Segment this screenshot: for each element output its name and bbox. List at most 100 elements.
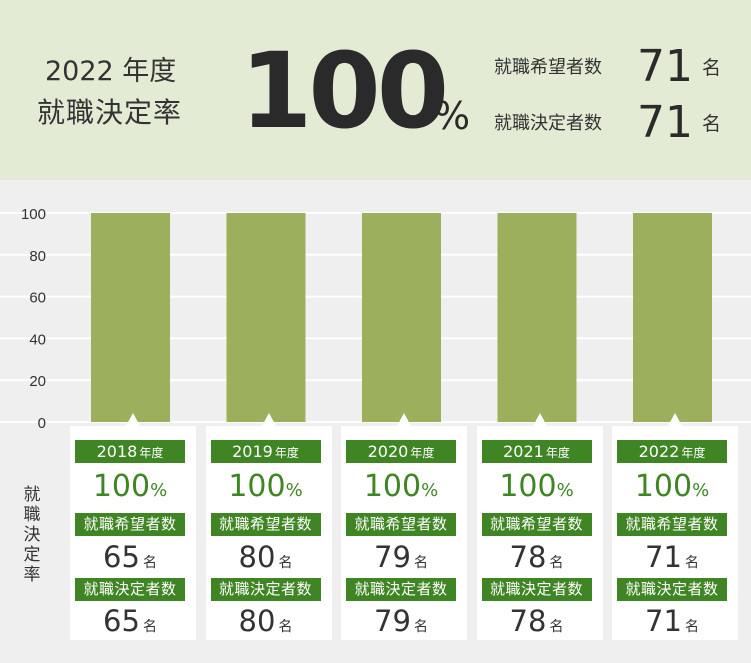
- card-year-unit: 年度: [681, 446, 706, 460]
- summary-year: 2022 年度: [45, 56, 177, 87]
- bar-2018: [91, 213, 170, 422]
- card-rate-unit: %: [421, 480, 439, 501]
- card-placed: 78 名: [477, 604, 597, 644]
- card-applicants-unit: 名: [549, 555, 564, 571]
- card-applicants-label: 就職希望者数: [346, 513, 456, 536]
- card-applicants-value: 79: [374, 540, 411, 574]
- summary-applicants-label: 就職希望者数: [494, 57, 602, 78]
- card-pointer: [261, 413, 276, 426]
- card-placed: 65 名: [70, 604, 190, 644]
- year-card: 2021 年度 100% 就職希望者数 78 名就職決定者数 78 名: [476, 413, 603, 640]
- y-tick-label: 80: [29, 248, 46, 265]
- y-tick-label: 60: [29, 290, 46, 307]
- card-placed-unit: 名: [549, 619, 564, 635]
- card-placed-label: 就職決定者数: [75, 578, 185, 601]
- summary-applicants-value: 71: [637, 41, 693, 92]
- card-applicants-label: 就職希望者数: [210, 513, 321, 536]
- summary-applicants-unit: 名: [702, 57, 722, 79]
- bar-2019: [226, 213, 306, 422]
- card-rate-unit: %: [556, 480, 574, 501]
- card-rate-value: 100: [92, 469, 151, 504]
- card-applicants-label: 就職希望者数: [481, 513, 592, 536]
- card-placed: 71 名: [612, 604, 732, 644]
- summary-header: 2022 年度 就職決定率 100 % 就職希望者数 71 名 就職決定者数 7…: [0, 0, 751, 180]
- card-year: 2022 年度: [617, 440, 727, 463]
- card-rate-value: 100: [634, 469, 693, 504]
- card-year: 2021 年度: [481, 440, 592, 463]
- y-tick-label: 100: [21, 206, 46, 223]
- card-year-value: 2020: [367, 442, 409, 461]
- card-year-unit: 年度: [410, 446, 435, 460]
- card-year-unit: 年度: [545, 446, 570, 460]
- card-applicants-unit: 名: [413, 555, 428, 571]
- card-applicants-value: 71: [645, 540, 682, 574]
- card-applicants: 71 名: [612, 540, 732, 580]
- summary-rate-unit: %: [434, 94, 471, 138]
- card-rate-unit: %: [285, 480, 303, 501]
- card-rate-value: 100: [363, 469, 422, 504]
- card-placed-label: 就職決定者数: [617, 578, 727, 601]
- year-card: 2018 年度 100% 就職希望者数 65 名就職決定者数 65 名: [70, 413, 196, 640]
- card-placed-unit: 名: [684, 619, 699, 635]
- y-tick-label: 0: [38, 415, 46, 432]
- bar-2022: [633, 213, 712, 422]
- card-year: 2018 年度: [75, 440, 185, 463]
- summary-placed-label: 就職決定者数: [494, 113, 602, 134]
- summary-rate-label: 就職決定率: [37, 96, 183, 129]
- y-tick-label: 20: [29, 373, 46, 390]
- card-applicants-unit: 名: [142, 555, 157, 571]
- bar-chart-svg: 0 20 40 60 80 100: [0, 206, 751, 432]
- card-rate-value: 100: [499, 469, 557, 504]
- year-card: 2022 年度 100% 就職希望者数 71 名就職決定者数 71 名: [612, 413, 738, 640]
- card-year: 2019 年度: [210, 440, 321, 463]
- card-year-unit: 年度: [274, 446, 299, 460]
- card-placed-label: 就職決定者数: [481, 578, 592, 601]
- card-rate: 100%: [477, 469, 597, 509]
- card-placed-label: 就職決定者数: [210, 578, 321, 601]
- card-pointer: [532, 413, 547, 426]
- card-year: 2020 年度: [346, 440, 456, 463]
- year-card: 2020 年度 100% 就職希望者数 79 名就職決定者数 79 名: [341, 413, 467, 640]
- summary-placed-unit: 名: [702, 113, 722, 135]
- card-year-value: 2018: [96, 442, 138, 461]
- y-tick-label: 40: [29, 331, 46, 348]
- card-placed-value: 80: [238, 604, 276, 638]
- card-applicants-value: 80: [238, 540, 276, 574]
- card-placed: 79 名: [341, 604, 461, 644]
- card-rate-value: 100: [228, 469, 286, 504]
- card-year-value: 2019: [232, 442, 273, 461]
- card-rate-unit: %: [150, 480, 168, 501]
- card-pointer: [126, 413, 140, 426]
- card-placed-unit: 名: [278, 619, 293, 635]
- card-rate: 100%: [341, 469, 461, 509]
- card-applicants-value: 78: [509, 540, 547, 574]
- card-pointer: [397, 413, 411, 426]
- card-applicants-value: 65: [103, 540, 140, 574]
- card-placed-unit: 名: [142, 619, 157, 635]
- card-placed-value: 71: [645, 604, 682, 638]
- y-axis-label: 就職決定率: [23, 485, 41, 585]
- card-applicants: 79 名: [341, 540, 461, 580]
- card-applicants-unit: 名: [684, 555, 699, 571]
- card-applicants: 65 名: [70, 540, 190, 580]
- card-placed-label: 就職決定者数: [346, 578, 456, 601]
- summary-rate-value: 100: [240, 30, 449, 152]
- bar-2020: [362, 213, 441, 422]
- card-rate: 100%: [612, 469, 732, 509]
- card-placed: 80 名: [206, 604, 326, 644]
- card-rate: 100%: [70, 469, 190, 509]
- card-placed-value: 65: [103, 604, 140, 638]
- year-card: 2019 年度 100% 就職希望者数 80 名就職決定者数 80 名: [205, 413, 332, 640]
- card-year-value: 2022: [638, 442, 680, 461]
- card-applicants: 78 名: [477, 540, 597, 580]
- card-year-value: 2021: [503, 442, 544, 461]
- card-pointer: [668, 413, 682, 426]
- card-rate-unit: %: [692, 480, 710, 501]
- card-applicants-label: 就職希望者数: [75, 513, 185, 536]
- card-applicants-unit: 名: [278, 555, 293, 571]
- summary-placed-value: 71: [637, 97, 693, 148]
- card-placed-unit: 名: [413, 619, 428, 635]
- card-applicants-label: 就職希望者数: [617, 513, 727, 536]
- bar-2021: [497, 213, 577, 422]
- card-rate: 100%: [206, 469, 326, 509]
